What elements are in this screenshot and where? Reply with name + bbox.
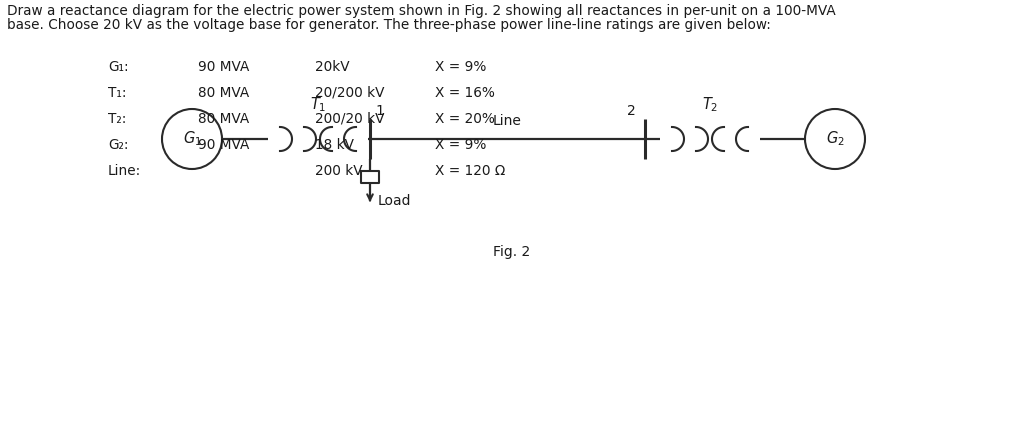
Text: $T_1$: $T_1$ xyxy=(310,95,327,114)
Text: 80 MVA: 80 MVA xyxy=(198,86,249,100)
Text: 20/200 kV: 20/200 kV xyxy=(315,86,384,100)
Text: 200 kV: 200 kV xyxy=(315,164,362,178)
Text: 200/20 kV: 200/20 kV xyxy=(315,112,384,126)
Text: G₁:: G₁: xyxy=(108,60,129,74)
Text: Line:: Line: xyxy=(108,164,141,178)
Text: Line: Line xyxy=(494,114,522,128)
Text: 90 MVA: 90 MVA xyxy=(198,60,250,74)
Text: X = 9%: X = 9% xyxy=(435,60,486,74)
Text: G₂:: G₂: xyxy=(108,138,128,151)
Text: $G_2$: $G_2$ xyxy=(825,129,845,148)
Text: $G_1$: $G_1$ xyxy=(182,129,202,148)
Text: Fig. 2: Fig. 2 xyxy=(494,244,530,258)
Text: X = 9%: X = 9% xyxy=(435,138,486,151)
Text: X = 120 Ω: X = 120 Ω xyxy=(435,164,505,178)
Text: $T_2$: $T_2$ xyxy=(701,95,718,114)
Text: base. Choose 20 kV as the voltage base for generator. The three-phase power line: base. Choose 20 kV as the voltage base f… xyxy=(7,18,771,32)
Text: 2: 2 xyxy=(627,104,636,118)
Text: 1: 1 xyxy=(375,104,384,118)
Text: T₂:: T₂: xyxy=(108,112,126,126)
Text: 80 MVA: 80 MVA xyxy=(198,112,249,126)
Text: T₁:: T₁: xyxy=(108,86,127,100)
Text: X = 16%: X = 16% xyxy=(435,86,495,100)
Text: X = 20%: X = 20% xyxy=(435,112,495,126)
Text: Load: Load xyxy=(378,194,412,207)
Text: Draw a reactance diagram for the electric power system shown in Fig. 2 showing a: Draw a reactance diagram for the electri… xyxy=(7,4,836,18)
Text: 20kV: 20kV xyxy=(315,60,349,74)
Text: 18 kV: 18 kV xyxy=(315,138,354,151)
Text: 90 MVA: 90 MVA xyxy=(198,138,250,151)
